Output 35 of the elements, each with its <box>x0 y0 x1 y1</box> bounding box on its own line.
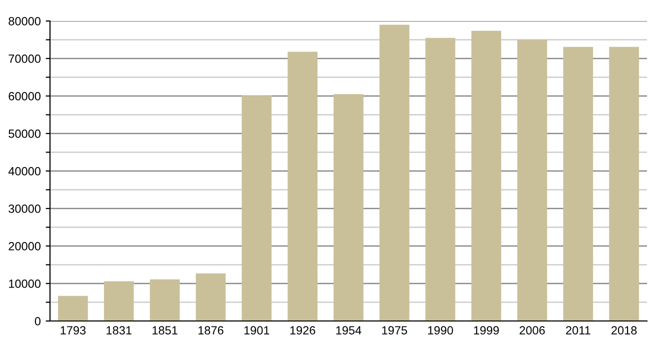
x-tick-label: 1851 <box>152 326 178 335</box>
y-tick-label: 40000 <box>8 167 41 176</box>
x-tick-label: 2006 <box>520 326 545 335</box>
x-tick-label: 1876 <box>198 326 224 335</box>
x-tick-label: 2011 <box>566 326 590 335</box>
x-tick-label: 2018 <box>612 326 637 335</box>
y-tick-label: 0 <box>34 317 41 326</box>
bar <box>58 296 88 321</box>
y-tick-label: 50000 <box>8 130 41 138</box>
bar <box>104 281 134 321</box>
x-tick-label: 1954 <box>336 326 362 335</box>
y-tick-label: 70000 <box>8 54 41 63</box>
bar <box>609 46 639 321</box>
x-tick-label: 1999 <box>474 326 499 335</box>
bar <box>242 96 272 321</box>
bar <box>288 52 318 321</box>
y-tick-label: 80000 <box>8 17 41 26</box>
bar <box>471 30 502 321</box>
bar <box>563 46 594 321</box>
y-tick-label: 20000 <box>8 242 41 250</box>
bar <box>425 38 456 321</box>
x-tick-label: 1901 <box>244 326 270 335</box>
x-tick-label: 1831 <box>106 326 132 335</box>
bar <box>150 279 180 321</box>
bar <box>380 24 410 321</box>
x-tick-label: 1990 <box>428 326 454 335</box>
x-tick-label: 1975 <box>382 326 408 335</box>
y-tick-label: 10000 <box>9 280 41 288</box>
bar <box>517 40 548 321</box>
x-tick-label: 1926 <box>290 326 316 335</box>
y-tick-label: 30000 <box>8 204 41 213</box>
bar <box>196 273 226 321</box>
bar <box>334 94 364 321</box>
y-tick-label: 60000 <box>8 92 41 100</box>
x-tick-label: 1793 <box>60 326 86 335</box>
